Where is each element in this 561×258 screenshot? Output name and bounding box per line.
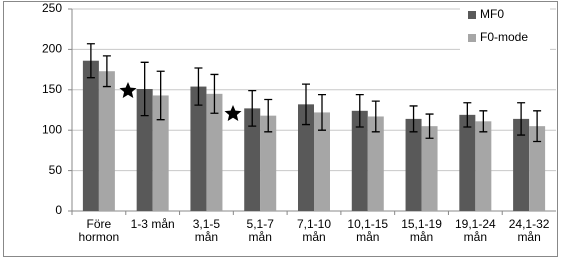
x-tick-label: 15,1-19 mån [401,217,442,244]
error-bar [355,93,364,128]
y-tick-label: 250 [42,1,62,15]
bar [298,104,314,211]
x-tick-label: 10,1-15 mån [347,217,389,244]
bar [98,71,115,211]
error-bar [371,100,380,133]
error-bar [479,110,488,133]
error-bar [248,89,257,127]
bar [459,114,476,211]
legend-label: F0-mode [480,30,528,44]
x-tick-label: 24,1-32 mån [508,217,550,244]
y-tick-label: 0 [55,203,62,217]
x-tick-label: 1-3 mån [130,217,175,231]
legend-swatch [468,34,476,42]
error-bar [533,110,542,143]
error-bar [102,55,111,88]
bar [421,126,438,211]
x-tick-label: 7,1-10 mån [296,217,332,244]
bar [206,93,223,211]
plot: 0 50 100 150 200 250 MF0 F0-mode [42,1,556,217]
error-bar [517,102,526,136]
error-bar [140,61,149,117]
error-bar [210,73,219,114]
bar [405,118,422,211]
bar [152,95,169,211]
error-bar [318,93,326,131]
y-tick-label: 100 [42,122,62,136]
bar [244,108,261,211]
bar [513,118,530,211]
x-tick-label: 3,1-5 mån [192,217,221,244]
y-tick-label: 200 [42,42,62,56]
border [3,1,558,257]
x-tick-label: 5,1-7 mån [246,217,274,244]
bar [314,112,330,211]
error-bar [409,105,418,133]
bar [475,121,492,211]
error-bar [86,43,95,79]
bar [136,88,153,211]
bar [351,110,368,211]
error-bar [194,67,203,106]
error-bar [463,102,472,128]
bar [190,86,207,211]
star-marker [224,105,242,121]
legend-label: MF0 [480,7,504,21]
star-marker [119,82,137,98]
error-bar [264,98,273,133]
bar [82,60,99,211]
bar [367,116,384,211]
y-tick-label: 150 [42,82,62,96]
x-tick-label: 19,1-24 mån [454,217,496,244]
legend-swatch [468,11,476,19]
error-bar [425,113,434,139]
error-bar [156,70,165,121]
bar [529,126,546,211]
x-tick-label: Före hormon [78,217,120,244]
error-bar [302,83,310,126]
y-tick-label: 50 [49,163,63,177]
bar [260,115,277,211]
